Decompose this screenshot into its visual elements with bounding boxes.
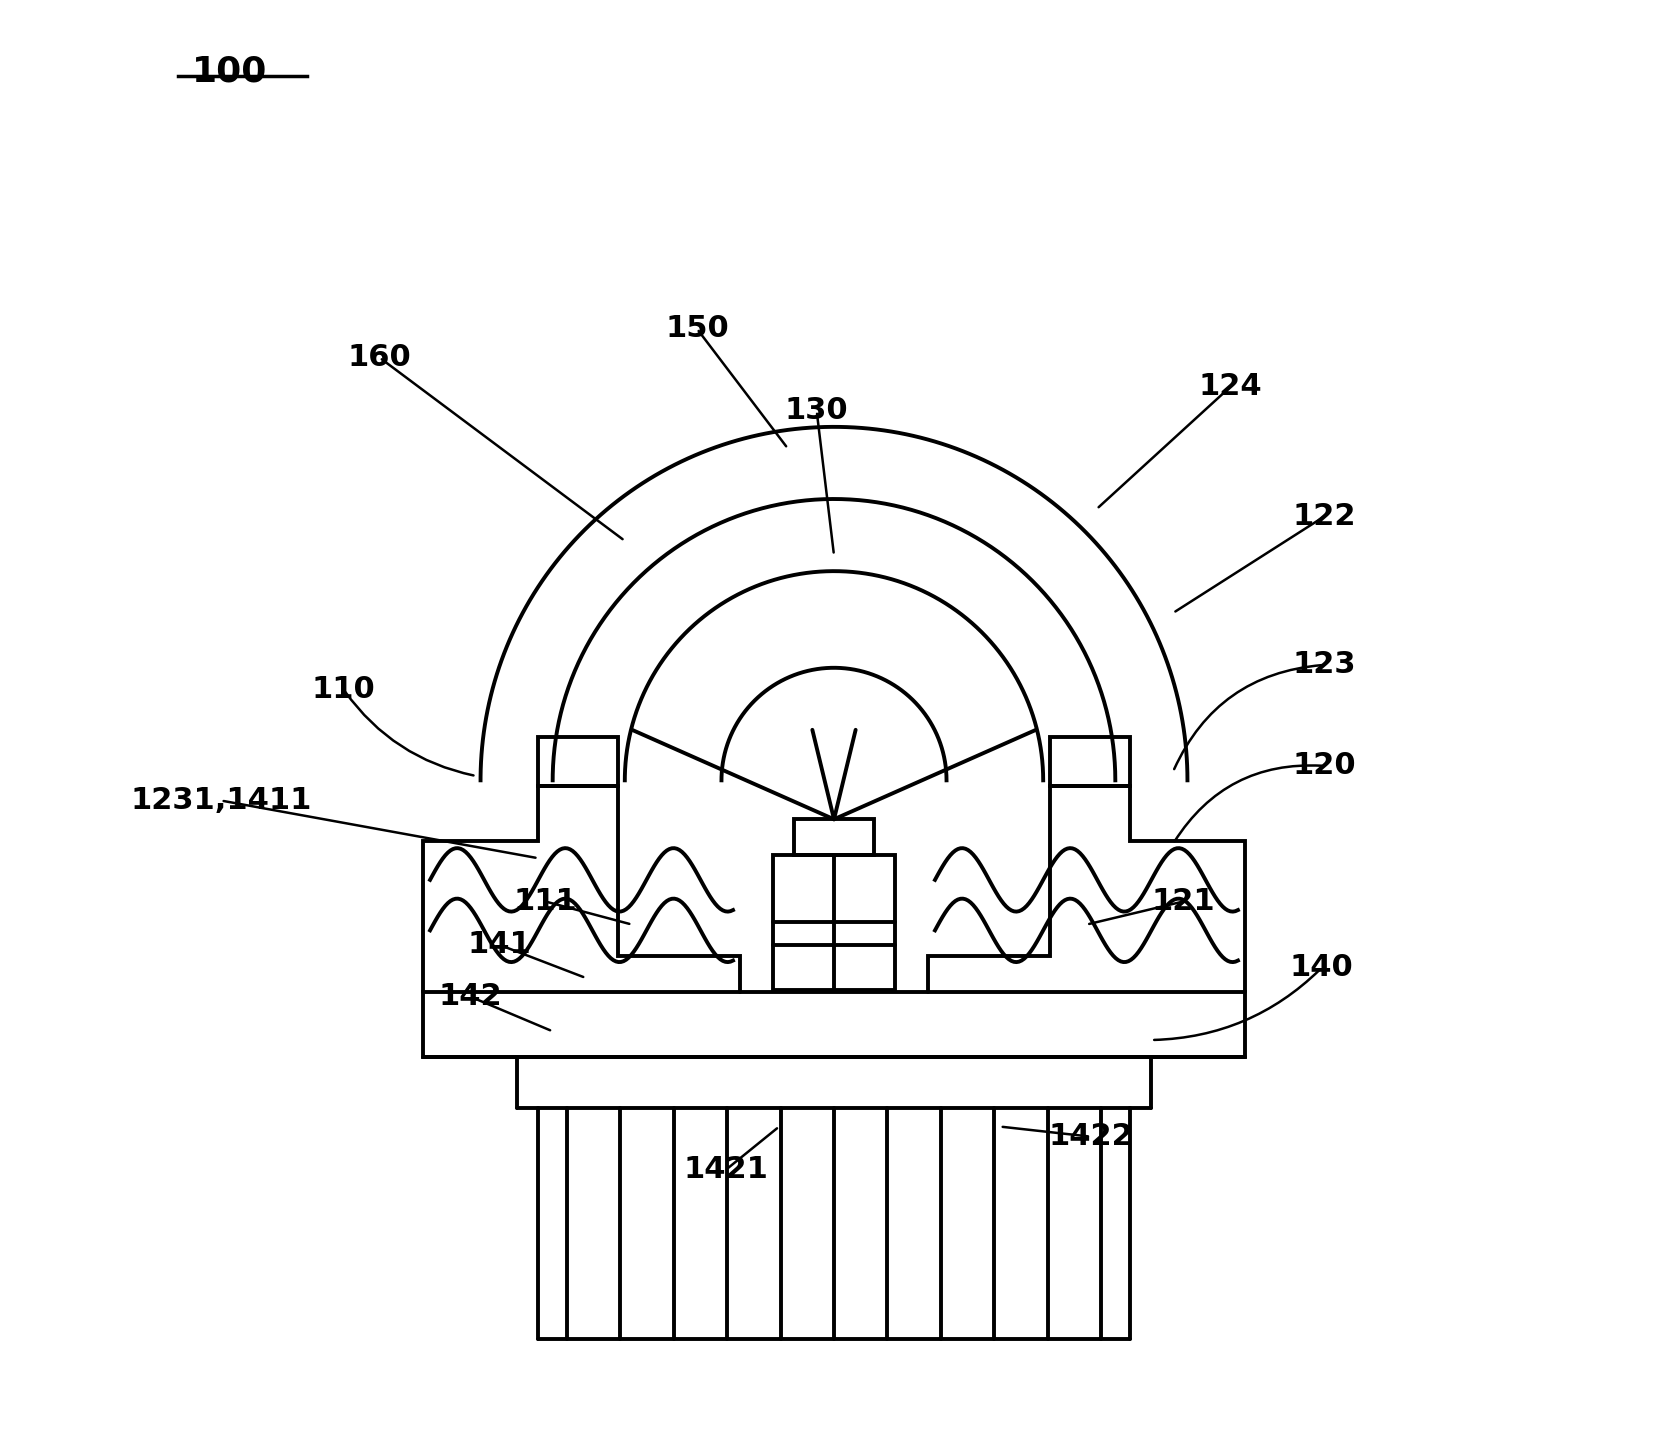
Text: 1231,1411: 1231,1411 xyxy=(130,786,312,815)
Text: 1421: 1421 xyxy=(684,1155,769,1184)
Text: 160: 160 xyxy=(347,342,412,371)
Text: 123: 123 xyxy=(1293,650,1356,679)
Text: 120: 120 xyxy=(1293,752,1356,781)
Bar xyxy=(774,855,894,990)
Bar xyxy=(424,992,1244,1058)
Text: 121: 121 xyxy=(1151,887,1214,916)
Text: 140: 140 xyxy=(1289,953,1353,982)
Text: 100: 100 xyxy=(192,55,267,89)
Text: 111: 111 xyxy=(514,887,577,916)
Text: 141: 141 xyxy=(467,930,530,959)
Text: 1422: 1422 xyxy=(1049,1122,1133,1151)
Text: 110: 110 xyxy=(312,675,375,704)
Text: 124: 124 xyxy=(1199,371,1263,400)
Bar xyxy=(539,737,617,786)
Bar xyxy=(1051,737,1129,786)
Bar xyxy=(794,820,874,855)
Text: 150: 150 xyxy=(666,315,729,344)
Text: 122: 122 xyxy=(1293,502,1356,531)
Text: 142: 142 xyxy=(439,982,502,1011)
Text: 130: 130 xyxy=(786,396,849,425)
